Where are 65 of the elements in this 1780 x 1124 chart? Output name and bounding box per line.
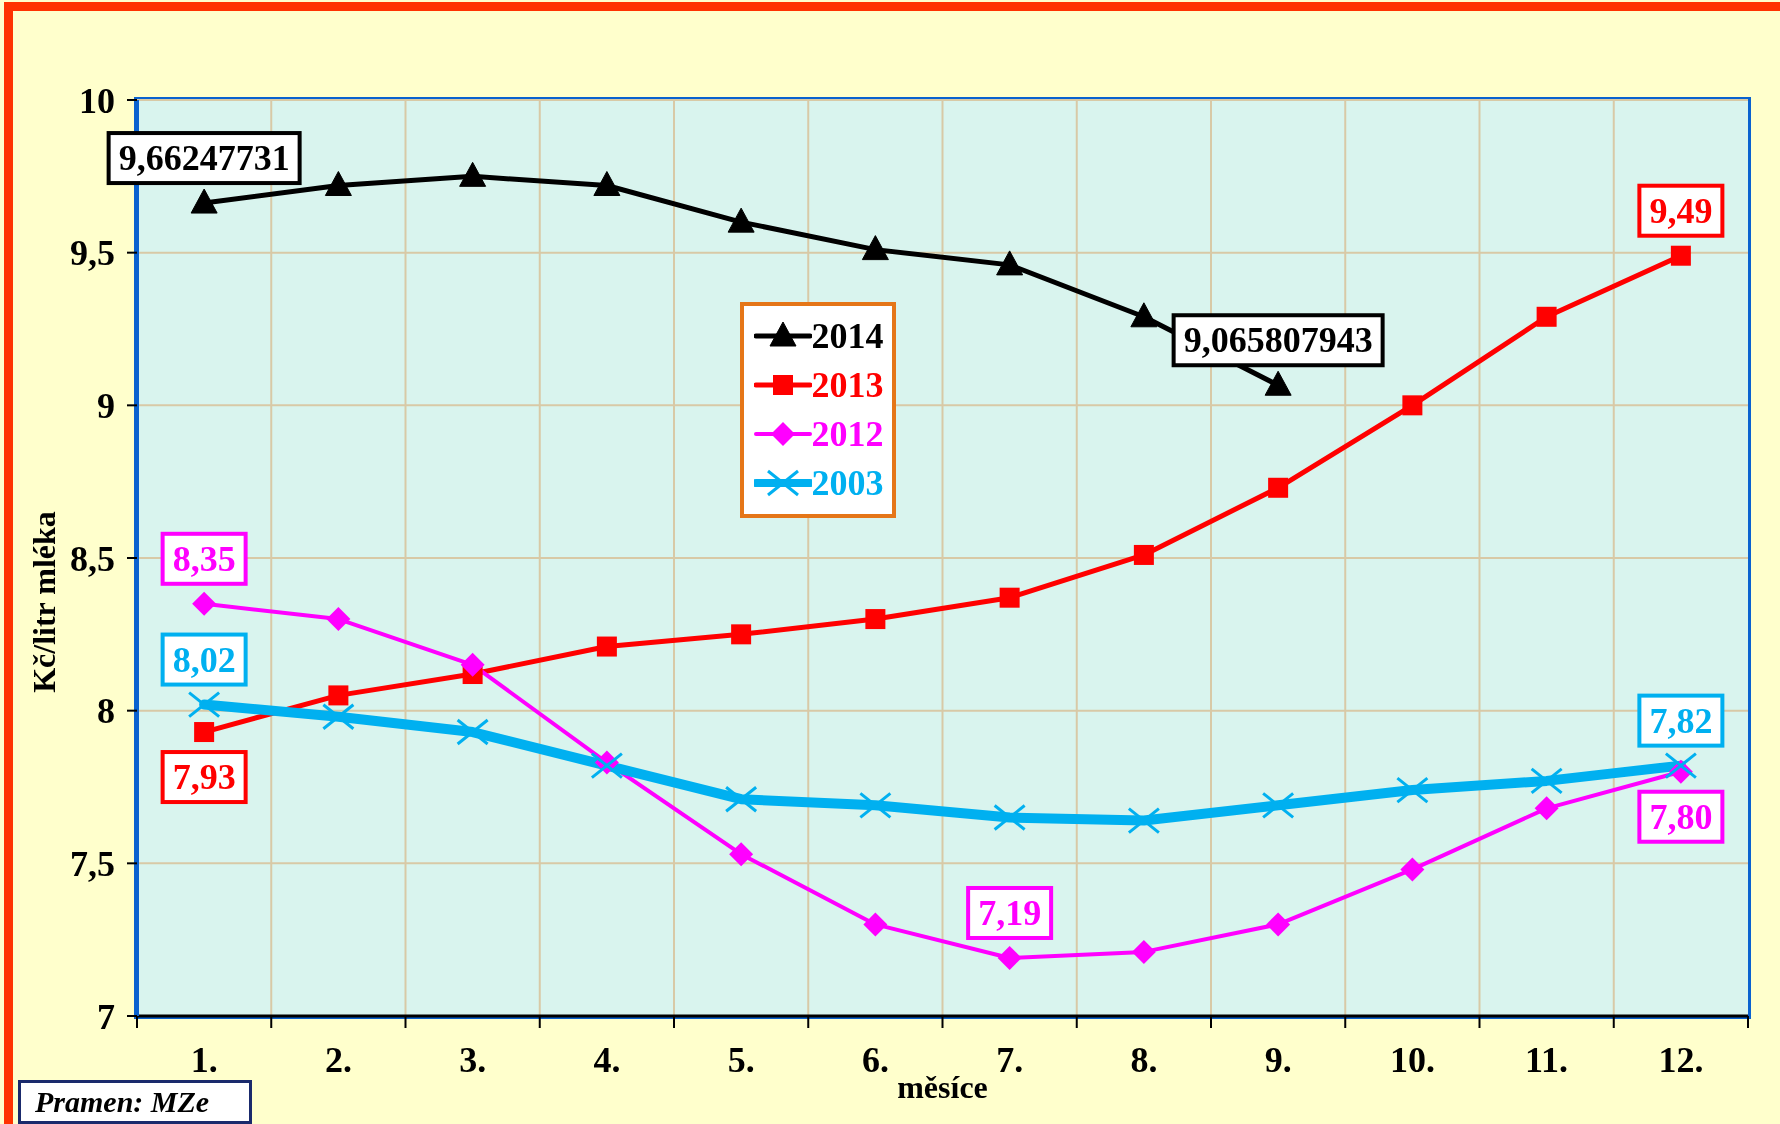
point	[997, 945, 1022, 970]
y-tick-label: 8,5	[70, 538, 115, 579]
point	[861, 235, 889, 261]
point	[1536, 306, 1557, 327]
x-tick-label: 1.	[190, 1040, 218, 1080]
x-tick-label: 8.	[1130, 1040, 1158, 1080]
point	[1268, 477, 1289, 498]
point	[727, 207, 755, 233]
y-tick-label: 7	[97, 996, 115, 1037]
point	[729, 842, 754, 867]
point	[1266, 912, 1291, 937]
point	[459, 161, 487, 187]
x-tick-label: 9.	[1264, 1040, 1292, 1080]
point	[596, 636, 617, 657]
y-tick-label: 9	[97, 386, 115, 427]
point	[1534, 796, 1559, 821]
x-tick-label: 2.	[324, 1040, 352, 1080]
point	[863, 912, 888, 937]
point	[731, 624, 752, 645]
point	[865, 609, 886, 630]
data-label: 9,49	[1649, 190, 1713, 231]
point	[1400, 857, 1425, 882]
point	[1130, 302, 1158, 328]
point	[192, 591, 217, 616]
text: Pramen: MZe	[18, 1080, 252, 1124]
x-tick-label: 6.	[861, 1040, 889, 1080]
x-tick-label: 7.	[996, 1040, 1024, 1080]
point	[1264, 370, 1292, 396]
point	[999, 587, 1020, 608]
point	[190, 188, 218, 214]
x-tick-label: 12.	[1658, 1040, 1704, 1080]
y-tick-label: 9,5	[70, 233, 115, 274]
legend-label: 2013	[811, 365, 884, 406]
point	[324, 170, 352, 196]
data-label: 8,02	[172, 639, 236, 680]
x-tick-label: 11.	[1525, 1040, 1569, 1080]
y-tick-label: 10	[79, 80, 115, 121]
x-tick-label: 3.	[459, 1040, 487, 1080]
data-label: 7,93	[172, 757, 236, 798]
x-tick-label: 10.	[1389, 1040, 1435, 1080]
y-tick-label: 7,5	[70, 844, 115, 885]
data-label: 7,19	[978, 892, 1042, 933]
point	[328, 685, 349, 706]
x-tick-label: 5.	[727, 1040, 755, 1080]
data-label: 7,82	[1649, 700, 1713, 741]
point	[1133, 544, 1154, 565]
data-label: 9,66247731	[118, 138, 290, 179]
data-label: 8,35	[172, 538, 236, 579]
x-axis-title: měsíce	[897, 1069, 988, 1105]
x-tick-label: 4.	[593, 1040, 621, 1080]
y-axis-title: Kč/litr mléka	[26, 511, 62, 693]
point	[326, 607, 351, 632]
point	[1131, 939, 1156, 964]
legend-label: 2003	[811, 463, 884, 504]
point	[1402, 395, 1423, 416]
data-label: 9,065807943	[1183, 320, 1373, 361]
data-label: 7,80	[1649, 796, 1713, 837]
point	[593, 170, 621, 196]
legend-label: 2012	[811, 414, 884, 455]
legend-label: 2014	[811, 316, 884, 357]
point	[460, 652, 485, 677]
point	[194, 722, 215, 743]
point	[1670, 245, 1691, 266]
point	[996, 250, 1024, 276]
y-tick-label: 8	[97, 691, 115, 732]
